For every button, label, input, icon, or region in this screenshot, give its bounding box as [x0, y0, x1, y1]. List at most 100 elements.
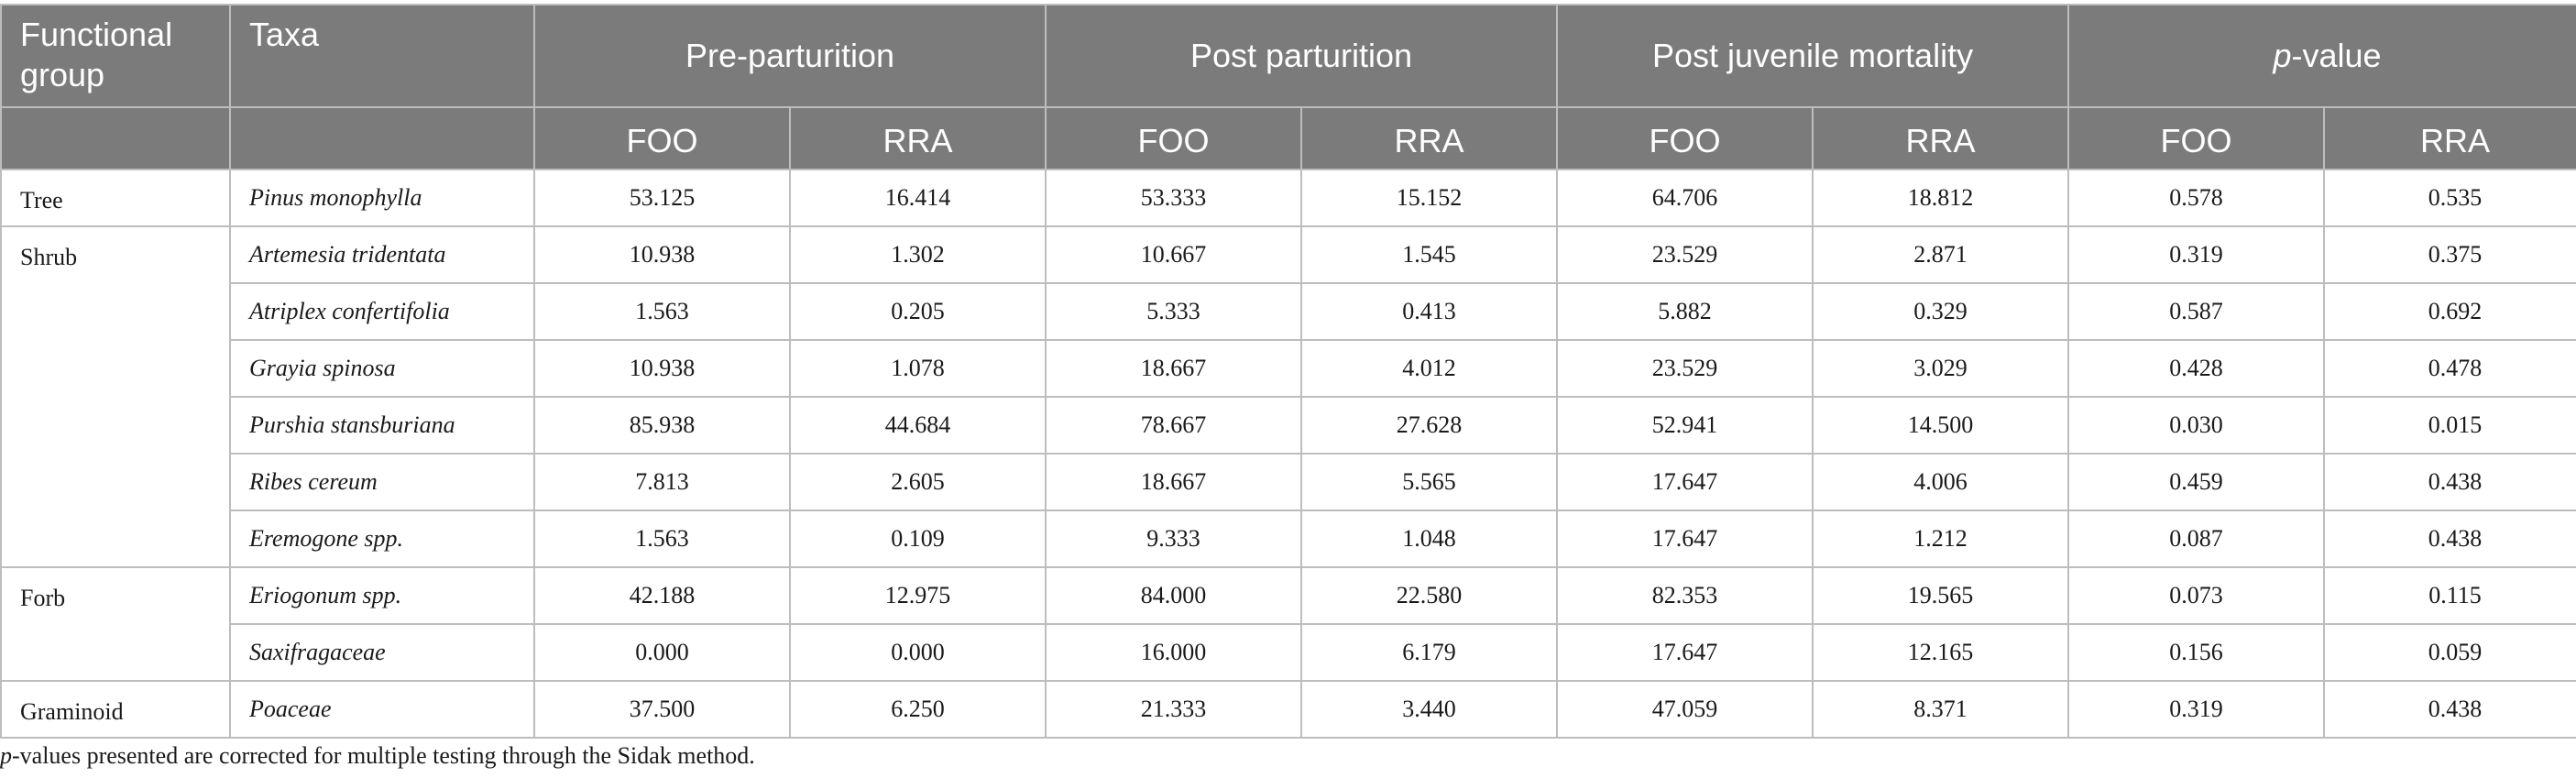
value-cell: 12.975 [789, 566, 1047, 625]
value-cell: 0.156 [2067, 623, 2326, 682]
header-row-sub: FOO RRA FOO RRA FOO RRA FOO RRA [0, 106, 2576, 170]
value-cell: 78.667 [1045, 396, 1302, 455]
value-cell: 0.459 [2067, 453, 2326, 511]
subheader-foo: FOO [1045, 106, 1302, 170]
subheader-foo: FOO [1556, 106, 1814, 170]
value-cell: 0.329 [1811, 282, 2070, 341]
value-cell: 10.938 [533, 225, 791, 284]
table-row: Eremogone spp. 1.563 0.109 9.333 1.048 1… [1, 510, 2576, 568]
value-cell: 16.414 [789, 169, 1047, 227]
value-cell: 18.812 [1811, 169, 2070, 227]
value-cell: 10.667 [1045, 225, 1302, 284]
taxa-cell: Saxifragaceae [229, 623, 535, 682]
value-cell: 0.319 [2067, 680, 2326, 739]
taxa-cell: Pinus monophylla [229, 169, 535, 227]
value-cell: 0.109 [789, 510, 1047, 568]
table-row: Tree Pinus monophylla 53.125 16.414 53.3… [0, 169, 2576, 227]
value-cell: 16.000 [1045, 623, 1302, 682]
table-row: Shrub Artemesia tridentata 10.938 1.302 … [0, 225, 2576, 568]
taxa-cell: Eremogone spp. [229, 510, 535, 568]
value-cell: 18.667 [1045, 339, 1302, 398]
header-pre-parturition: Pre-parturition [533, 4, 1047, 108]
value-cell: 3.440 [1300, 680, 1558, 739]
value-cell: 37.500 [533, 680, 791, 739]
subheader-foo: FOO [2067, 106, 2326, 170]
taxa-cell: Atriplex confertifolia [229, 282, 535, 341]
value-cell: 1.545 [1300, 225, 1558, 284]
taxa-cell: Eriogonum spp. [229, 566, 535, 625]
value-cell: 0.115 [2323, 566, 2576, 625]
table-row: Grayia spinosa 10.938 1.078 18.667 4.012… [1, 339, 2576, 398]
value-cell: 0.087 [2067, 510, 2326, 568]
value-cell: 8.371 [1811, 680, 2070, 739]
value-cell: 44.684 [789, 396, 1047, 455]
value-cell: 6.179 [1300, 623, 1558, 682]
taxa-cell: Ribes cereum [229, 453, 535, 511]
header-p-symbol: p [2273, 37, 2292, 74]
value-cell: 17.647 [1556, 453, 1814, 511]
taxa-cell: Poaceae [229, 680, 535, 739]
value-cell: 9.333 [1045, 510, 1302, 568]
value-cell: 0.478 [2323, 339, 2576, 398]
value-cell: 0.319 [2067, 225, 2326, 284]
value-cell: 7.813 [533, 453, 791, 511]
value-cell: 6.250 [789, 680, 1047, 739]
value-cell: 0.000 [533, 623, 791, 682]
subheader-foo: FOO [533, 106, 791, 170]
subheader-rra: RRA [2323, 106, 2576, 170]
header-p-value-suffix: -value [2291, 37, 2382, 74]
value-cell: 0.015 [2323, 396, 2576, 455]
functional-group-cell: Forb [0, 566, 231, 682]
header-empty-group [0, 106, 231, 170]
subheader-rra: RRA [789, 106, 1047, 170]
value-cell: 14.500 [1811, 396, 2070, 455]
value-cell: 0.578 [2067, 169, 2326, 227]
value-cell: 10.938 [533, 339, 791, 398]
value-cell: 15.152 [1300, 169, 1558, 227]
data-table: Functional group Taxa Pre-parturition Po… [0, 4, 2576, 739]
value-cell: 85.938 [533, 396, 791, 455]
value-cell: 23.529 [1556, 339, 1814, 398]
functional-group-cell: Tree [0, 169, 231, 227]
subheader-rra: RRA [1811, 106, 2070, 170]
taxa-cell: Artemesia tridentata [229, 225, 535, 284]
header-empty-taxa [229, 106, 535, 170]
table-row: Saxifragaceae 0.000 0.000 16.000 6.179 1… [1, 623, 2576, 682]
table-row: Graminoid Poaceae 37.500 6.250 21.333 3.… [0, 680, 2576, 739]
value-cell: 18.667 [1045, 453, 1302, 511]
value-cell: 52.941 [1556, 396, 1814, 455]
value-cell: 27.628 [1300, 396, 1558, 455]
table-footnote: p-values presented are corrected for mul… [0, 742, 755, 770]
value-cell: 0.375 [2323, 225, 2576, 284]
table-row: Forb Eriogonum spp. 42.188 12.975 84.000… [0, 566, 2576, 682]
value-cell: 3.029 [1811, 339, 2070, 398]
value-cell: 12.165 [1811, 623, 2070, 682]
value-cell: 0.059 [2323, 623, 2576, 682]
value-cell: 5.333 [1045, 282, 1302, 341]
value-cell: 42.188 [533, 566, 791, 625]
value-cell: 0.438 [2323, 680, 2576, 739]
value-cell: 53.125 [533, 169, 791, 227]
value-cell: 1.563 [533, 282, 791, 341]
value-cell: 0.000 [789, 623, 1047, 682]
header-taxa: Taxa [229, 4, 535, 108]
functional-group-cell: Graminoid [0, 680, 231, 739]
value-cell: 0.030 [2067, 396, 2326, 455]
value-cell: 5.882 [1556, 282, 1814, 341]
value-cell: 84.000 [1045, 566, 1302, 625]
header-post-juvenile-mortality: Post juvenile mortality [1555, 4, 2070, 108]
table-row: Atriplex confertifolia 1.563 0.205 5.333… [1, 282, 2576, 341]
value-cell: 17.647 [1556, 510, 1814, 568]
value-cell: 1.563 [533, 510, 791, 568]
value-cell: 4.012 [1300, 339, 1558, 398]
value-cell: 2.605 [789, 453, 1047, 511]
table-row: Ribes cereum 7.813 2.605 18.667 5.565 17… [1, 453, 2576, 511]
value-cell: 22.580 [1300, 566, 1558, 625]
value-cell: 0.587 [2067, 282, 2326, 341]
value-cell: 64.706 [1556, 169, 1814, 227]
value-cell: 19.565 [1811, 566, 2070, 625]
value-cell: 1.302 [789, 225, 1047, 284]
taxa-cell: Grayia spinosa [229, 339, 535, 398]
value-cell: 1.078 [789, 339, 1047, 398]
value-cell: 23.529 [1556, 225, 1814, 284]
